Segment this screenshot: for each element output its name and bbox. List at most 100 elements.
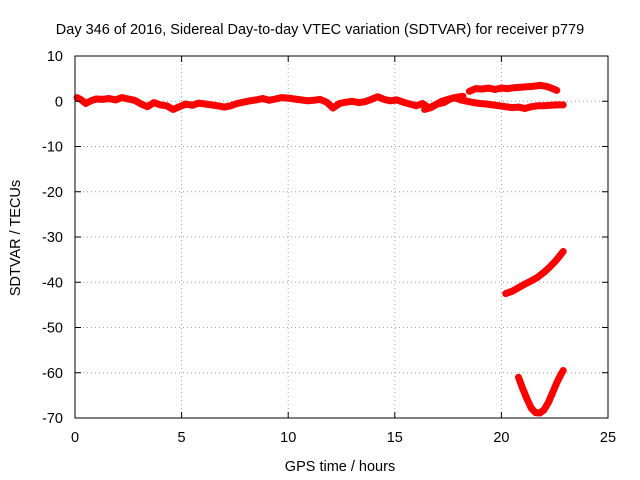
data-point [560, 367, 567, 374]
data-point [240, 99, 247, 106]
data-point [406, 100, 413, 108]
data-point [144, 103, 151, 110]
data-point [304, 97, 311, 105]
data-point [485, 84, 492, 92]
data-point [534, 274, 541, 281]
data-point [549, 389, 556, 396]
data-point [560, 101, 567, 109]
data-point [93, 95, 100, 103]
series-upper-arc [465, 81, 561, 95]
data-point [253, 96, 260, 104]
data-point [317, 96, 324, 103]
data-point [489, 101, 497, 109]
data-point [528, 103, 535, 110]
data-point [491, 86, 499, 93]
data-point [496, 102, 503, 110]
data-point [419, 100, 426, 107]
data-point [189, 102, 196, 109]
data-point [553, 256, 560, 263]
data-point [553, 87, 560, 94]
data-point [361, 98, 369, 105]
data-point [400, 99, 407, 106]
data-point [278, 94, 285, 101]
data-point [547, 263, 554, 270]
chart-title: Day 346 of 2016, Sidereal Day-to-day VTE… [56, 22, 584, 38]
data-point [131, 97, 138, 104]
data-point [272, 95, 279, 103]
data-point [393, 96, 401, 104]
data-point [553, 379, 560, 386]
data-point [517, 84, 524, 91]
data-point [511, 84, 518, 91]
y-tick-label: -60 [42, 366, 63, 382]
data-point [412, 102, 420, 110]
data-point [521, 105, 529, 112]
data-point [528, 404, 535, 412]
data-point [545, 399, 552, 406]
data-point [421, 106, 428, 113]
data-point [323, 99, 330, 106]
data-point [540, 102, 548, 110]
data-point [374, 93, 381, 100]
x-tick-label: 0 [71, 430, 79, 446]
data-point [472, 85, 479, 92]
data-point [214, 102, 221, 110]
data-point [519, 385, 526, 392]
y-tick-label: -10 [42, 140, 63, 156]
y-tick-label: -20 [42, 185, 63, 201]
data-point [521, 280, 529, 288]
data-point [508, 104, 516, 111]
data-point [176, 103, 183, 110]
data-point [105, 95, 113, 102]
x-tick-label: 25 [600, 430, 616, 446]
data-point [208, 101, 215, 109]
data-point [515, 103, 522, 111]
data-point [540, 406, 548, 414]
y-tick-label: -40 [42, 275, 63, 291]
data-point [227, 102, 234, 110]
data-point [502, 103, 509, 110]
data-point [498, 84, 505, 92]
data-point [536, 82, 543, 89]
data-point [163, 102, 170, 110]
data-point [427, 104, 435, 111]
data-point [470, 99, 477, 106]
data-point [329, 104, 337, 112]
data-point [515, 374, 522, 381]
data-point [515, 284, 522, 291]
data-point [259, 95, 266, 102]
data-point [137, 100, 145, 108]
y-tick-label: -50 [42, 321, 63, 337]
data-point [195, 99, 202, 107]
grid [75, 56, 608, 418]
data-point [547, 102, 554, 109]
data-point [169, 106, 177, 113]
data-point [466, 88, 473, 95]
data-point [543, 83, 550, 90]
data-point [118, 94, 126, 101]
data-point [355, 99, 362, 106]
data-point [265, 97, 273, 104]
data-point [483, 100, 490, 108]
x-tick-label: 5 [178, 430, 186, 446]
data-point [342, 99, 349, 106]
data-point [82, 100, 89, 107]
x-tick-label: 15 [387, 430, 403, 446]
y-tick-label: -30 [42, 230, 63, 246]
data-point [502, 290, 509, 297]
series-rising-line [502, 248, 567, 298]
data-point [291, 95, 298, 103]
data-point [479, 85, 486, 93]
series-descending-branch [421, 92, 467, 113]
y-tick-label: 10 [47, 49, 63, 65]
data-point [182, 100, 190, 108]
data-point [285, 94, 292, 102]
ticks: 0 5 10 15 20 25 10 0 -10 -20 -30 -40 -50 -60 -70 [42, 49, 616, 446]
data-point [530, 83, 537, 90]
y-tick-label: -70 [42, 411, 63, 427]
series-layer [73, 81, 567, 417]
x-tick-label: 10 [280, 430, 296, 446]
data-point [440, 99, 447, 106]
